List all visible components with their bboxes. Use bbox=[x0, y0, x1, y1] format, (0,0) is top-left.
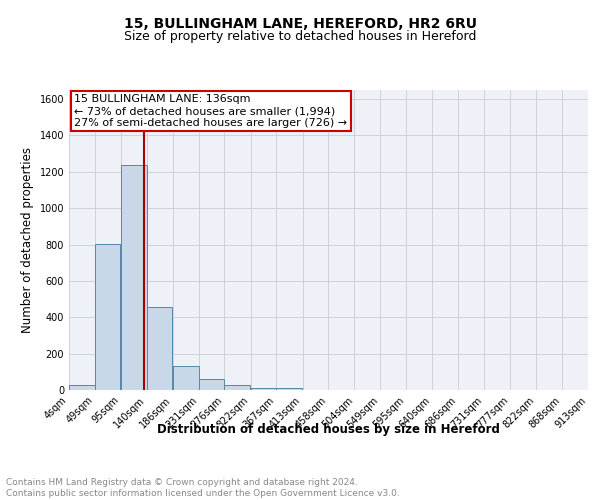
Bar bbox=[224, 386, 250, 390]
Text: Size of property relative to detached houses in Hereford: Size of property relative to detached ho… bbox=[124, 30, 476, 43]
Bar bbox=[199, 379, 224, 390]
Bar bbox=[173, 366, 199, 390]
Text: Distribution of detached houses by size in Hereford: Distribution of detached houses by size … bbox=[157, 422, 500, 436]
Text: Contains HM Land Registry data © Crown copyright and database right 2024.
Contai: Contains HM Land Registry data © Crown c… bbox=[6, 478, 400, 498]
Text: 15, BULLINGHAM LANE, HEREFORD, HR2 6RU: 15, BULLINGHAM LANE, HEREFORD, HR2 6RU bbox=[124, 18, 476, 32]
Bar bbox=[121, 164, 146, 390]
Y-axis label: Number of detached properties: Number of detached properties bbox=[21, 147, 34, 333]
Bar bbox=[69, 386, 95, 390]
Bar bbox=[95, 244, 121, 390]
Bar bbox=[251, 388, 276, 390]
Bar bbox=[276, 388, 302, 390]
Text: 15 BULLINGHAM LANE: 136sqm
← 73% of detached houses are smaller (1,994)
27% of s: 15 BULLINGHAM LANE: 136sqm ← 73% of deta… bbox=[74, 94, 347, 128]
Bar bbox=[146, 308, 172, 390]
